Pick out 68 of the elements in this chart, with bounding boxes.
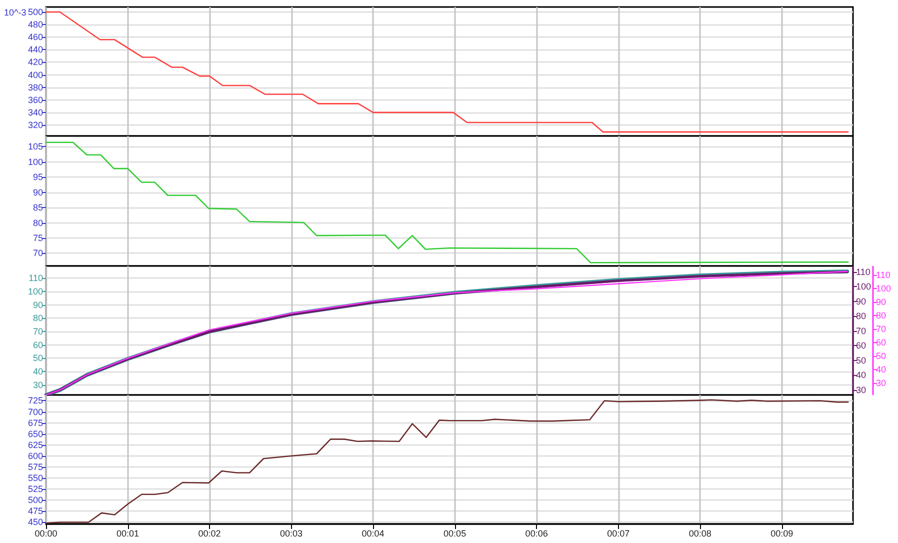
y-tick-label: 70 [32, 326, 43, 337]
y-tick-label: 70 [32, 248, 43, 258]
y-tick-label: 80 [32, 313, 43, 324]
y-tick-label: 75 [32, 232, 43, 243]
y-tick-label: 380 [28, 82, 43, 92]
x-tick-label: 00:01 [116, 528, 140, 538]
y-tick-label: 600 [28, 450, 43, 461]
y2-tick-label: 80 [856, 311, 866, 322]
y-tick-label: 105 [28, 142, 43, 152]
y-tick-label: 675 [28, 418, 43, 428]
x-tick-label: 00:05 [444, 528, 466, 538]
y-tick-label: 50 [32, 353, 43, 364]
y-tick-label: 625 [28, 440, 43, 450]
y-tick-label: 500 [28, 495, 43, 506]
y-tick-label: 460 [28, 32, 43, 42]
y-tick-label: 700 [28, 406, 43, 417]
y3-tick-label: 110 [876, 270, 890, 280]
y2-tick-label: 30 [856, 384, 866, 395]
x-tick-label: 00:09 [770, 528, 794, 538]
y-tick-label: 60 [32, 340, 43, 350]
y-tick-label: 525 [28, 484, 43, 494]
y-tick-label: 40 [32, 366, 43, 377]
y-tick-label: 110 [28, 273, 43, 284]
y-tick-label: 550 [28, 473, 43, 484]
y-tick-label: 95 [32, 172, 43, 182]
y-tick-label: 90 [32, 300, 43, 310]
x-tick-label: 00:07 [607, 528, 630, 538]
y2-tick-label: 50 [856, 355, 866, 366]
y3-tick-label: 60 [876, 338, 886, 348]
y3-tick-label: 100 [876, 284, 892, 294]
y-tick-label: 450 [28, 517, 43, 528]
y3-tick-label: 30 [876, 378, 886, 388]
y3-tick-label: 40 [876, 364, 886, 375]
y-tick-label: 400 [28, 70, 43, 80]
x-tick-label: 00:02 [198, 528, 221, 538]
y-tick-label: 90 [32, 187, 43, 198]
y2-tick-label: 40 [856, 370, 866, 380]
y2-tick-label: 110 [856, 266, 870, 277]
y2-tick-label: 70 [856, 326, 866, 336]
y-tick-label: 80 [32, 218, 43, 228]
y-tick-label: 575 [28, 462, 43, 472]
y-tick-label: 650 [28, 428, 43, 439]
y-axis-title: 10^-3 [4, 8, 26, 18]
y-tick-label: 100 [28, 286, 43, 296]
y-tick-label: 480 [28, 20, 43, 30]
y-tick-label: 100 [28, 156, 43, 167]
x-tick-label: 00:03 [280, 528, 303, 538]
y-tick-label: 320 [28, 120, 43, 130]
y2-tick-label: 100 [856, 282, 872, 292]
x-tick-label: 00:00 [34, 528, 58, 538]
y-tick-label: 725 [28, 396, 43, 406]
y3-tick-label: 80 [876, 310, 886, 321]
y3-tick-label: 50 [876, 351, 886, 362]
y-tick-label: 500 [28, 7, 43, 18]
y2-tick-label: 60 [856, 340, 866, 351]
x-tick-label: 00:04 [362, 528, 384, 538]
x-tick-label: 00:06 [525, 528, 548, 538]
y-tick-label: 420 [28, 57, 43, 68]
y-tick-label: 440 [28, 44, 43, 55]
y3-tick-label: 90 [876, 297, 886, 308]
y-tick-label: 475 [28, 506, 43, 516]
y-tick-label: 85 [32, 202, 43, 213]
y-tick-label: 30 [32, 380, 43, 390]
y2-tick-label: 90 [856, 296, 866, 306]
y-tick-label: 360 [28, 94, 43, 105]
x-tick-label: 00:08 [688, 528, 712, 538]
y-tick-label: 340 [28, 107, 43, 118]
y3-tick-label: 70 [876, 324, 886, 334]
